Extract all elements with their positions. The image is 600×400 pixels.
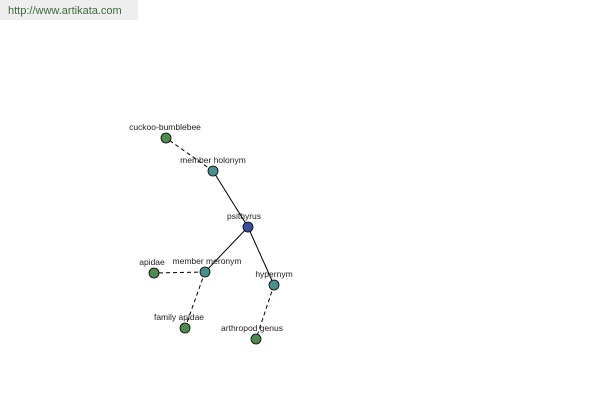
- edge: [204, 226, 249, 273]
- edge: [165, 137, 214, 172]
- node[interactable]: [179, 322, 191, 334]
- node[interactable]: [242, 221, 254, 233]
- edge: [247, 226, 275, 286]
- node[interactable]: [207, 165, 219, 177]
- node-label[interactable]: apidae: [139, 257, 165, 267]
- node-label[interactable]: member holonym: [180, 155, 246, 165]
- node-label[interactable]: cuckoo-bumblebee: [129, 122, 201, 132]
- edge: [184, 271, 206, 329]
- header-bar: [0, 0, 138, 20]
- node-label[interactable]: hypernym: [255, 269, 292, 279]
- node-label[interactable]: psithyrus: [227, 211, 261, 221]
- edge: [255, 284, 275, 340]
- node[interactable]: [199, 266, 211, 278]
- node[interactable]: [160, 132, 172, 144]
- node[interactable]: [268, 279, 280, 291]
- edge: [212, 170, 249, 228]
- edge: [153, 271, 206, 274]
- node-label[interactable]: arthropod genus: [221, 323, 283, 333]
- header-url[interactable]: http://www.artikata.com: [8, 5, 122, 17]
- node[interactable]: [250, 333, 262, 345]
- node[interactable]: [148, 267, 160, 279]
- node-label[interactable]: member meronym: [173, 256, 242, 266]
- node-label[interactable]: family apidae: [154, 312, 204, 322]
